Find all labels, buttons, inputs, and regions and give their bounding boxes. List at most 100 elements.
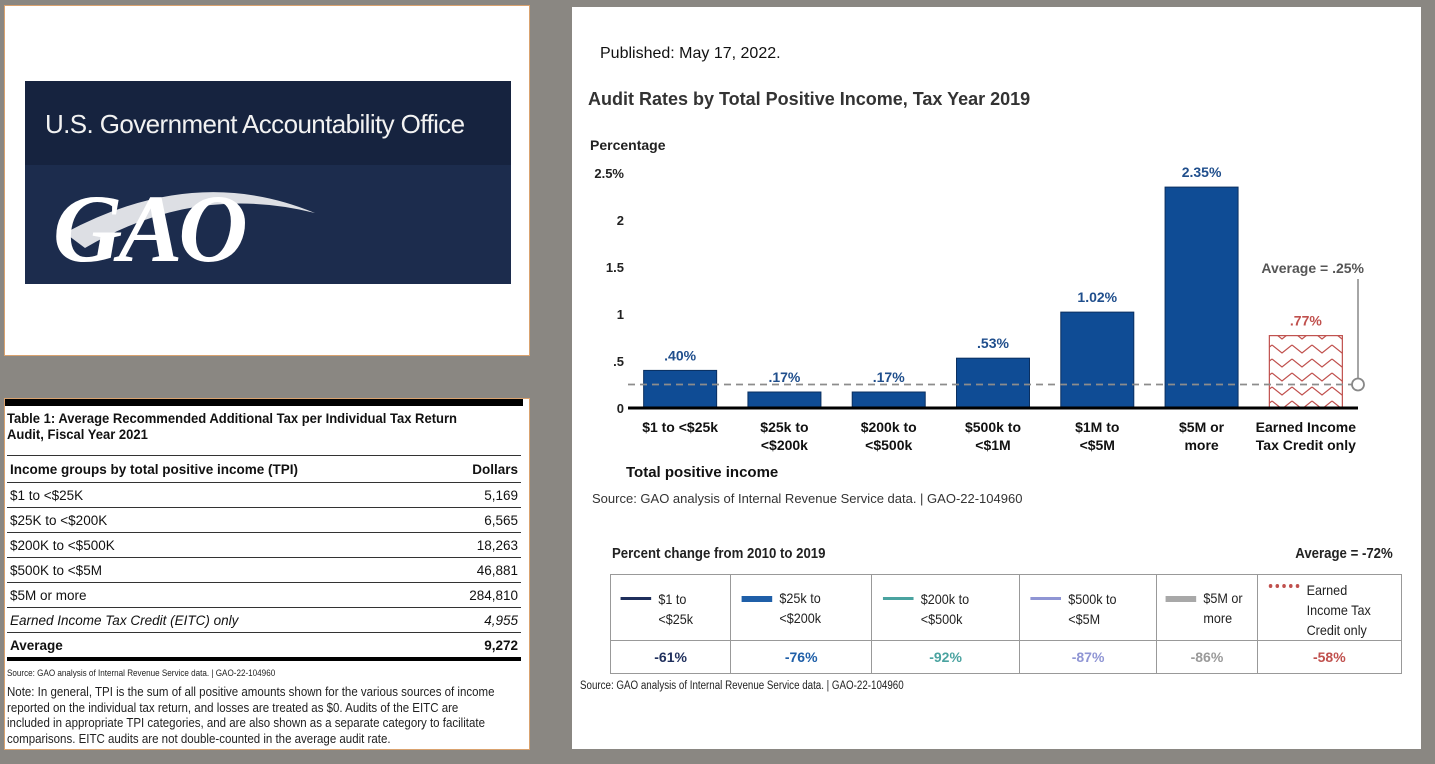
bar-data-label: .17% [768,369,800,385]
legend-label: $200k to <$500k [920,590,970,627]
percent-change-title: Percent change from 2010 to 2019 [612,545,826,562]
legend-label: $1 to <$25k [658,590,694,627]
legend-cell: $25k to <$200k [730,574,873,641]
bar-data-label: 2.35% [1182,164,1222,180]
legend-entry: $5M or more [1165,588,1248,628]
table-row: $5M or more 284,810 [7,582,521,608]
gao-logo: U.S. Government Accountability Office GA… [25,81,511,284]
header-dollars: Dollars [440,455,521,483]
legend-swatch-icon [1268,584,1300,588]
row-dollars: 6,565 [440,507,521,533]
row-group: $5M or more [7,582,441,608]
audit-rate-chart: Percentage 0 .5 1 1.5 2 2.5% .40% $1 to <$25k .17… [590,137,1365,481]
table-source: Source: GAO analysis of Internal Revenue… [7,668,276,678]
bar [956,357,1030,409]
legend-cell: $5M or more [1156,574,1258,641]
legend-cell: $500k to <$5M [1018,574,1158,641]
chart-title: Audit Rates by Total Positive Income, Ta… [588,89,1031,109]
bar [851,391,926,409]
logo-top-band [25,81,511,165]
bar-data-label: .53% [977,335,1009,351]
bar-data-label: .77% [1290,313,1322,329]
row-dollars: 5,169 [440,482,521,508]
x-tick-label: <$500k [865,437,912,453]
legend-entry: $1 to <$25k [620,589,721,629]
percent-change-value: -76% [730,640,873,674]
x-axis-label: Total positive income [626,464,778,481]
row-group: $25K to <$200K [7,507,441,533]
table-header-row: Income groups by total positive income (… [7,455,521,483]
legend-label: $25k to <$200k [779,589,822,626]
percent-change-source: Source: GAO analysis of Internal Revenue… [580,680,904,692]
x-tick-label: $1 to <$25k [642,419,718,435]
bar-data-label: .17% [873,369,905,385]
x-tick-label: more [1184,437,1218,453]
gao-logo-panel: U.S. Government Accountability Office GA… [4,5,530,356]
header-income-group: Income groups by total positive income (… [7,455,441,483]
percent-change-value: -61% [609,640,732,674]
x-tick-label: $25k to [760,419,808,435]
x-tick-label: <$1M [975,437,1010,453]
percent-change-value: -87% [1018,640,1158,674]
x-tick-label: Tax Credit only [1256,437,1356,453]
average-marker [1351,377,1365,392]
legend-entry: Earned Income Tax Credit only [1268,580,1390,640]
chart-panel: Published: May 17, 2022. Audit Rates by … [572,7,1421,749]
row-dollars: 284,810 [440,582,521,608]
percent-change-value: -92% [871,640,1020,674]
bar-data-label: .40% [664,347,696,363]
x-tick-label: Earned Income [1256,419,1357,435]
y-tick-label: 1 [617,307,624,322]
x-tick-label: $200k to [861,419,917,435]
legend-cell: Earned Income Tax Credit only [1256,574,1403,641]
percent-change-value: -58% [1256,640,1403,674]
y-tick-label: 1.5 [606,260,624,275]
legend-entry: $500k to <$5M [1030,589,1145,629]
bar [1060,311,1135,409]
swoosh-icon [65,192,315,248]
legend-entry: $25k to <$200k [741,588,861,628]
x-tick-label: <$200k [761,437,808,453]
percent-change-average: Average = -72% [1295,545,1393,562]
table-row: $1 to <$25K 5,169 [7,482,521,508]
row-group: $200K to <$500K [7,532,441,558]
row-group: $1 to <$25K [7,482,441,508]
table-row: $500K to <$5M 46,881 [7,557,521,583]
percent-change-value-row: -61% -76% -92% -87% -86% -58% [609,640,1403,674]
table-top-rule [5,399,523,406]
table-row: $200K to <$500K 18,263 [7,532,521,558]
table1-panel: Table 1: Average Recommended Additional … [4,398,530,750]
audit-tax-table: Income groups by total positive income (… [7,455,521,661]
row-dollars: 4,955 [440,607,521,633]
bar [747,391,822,409]
percent-change-value: -86% [1156,640,1258,674]
legend-entry: $200k to <$500k [883,589,1008,629]
chart-source: Source: GAO analysis of Internal Revenue… [592,491,1023,506]
y-tick-label: .5 [613,354,624,369]
row-group: $500K to <$5M [7,557,441,583]
bar [1164,186,1239,409]
org-name: U.S. Government Accountability Office [45,109,465,139]
table-average-row: Average 9,272 [7,632,521,661]
table-title: Table 1: Average Recommended Additional … [7,410,458,442]
legend-swatch-icon [620,596,652,600]
published-date: Published: May 17, 2022. [600,45,781,62]
y-tick-label: 0 [617,401,624,416]
row-group: Earned Income Tax Credit (EITC) only [7,607,441,633]
x-tick-label: <$5M [1080,437,1115,453]
bar-eitc [1268,335,1343,409]
legend-swatch-icon [1165,595,1197,602]
average-label: Average = .25% [1261,260,1364,276]
percent-change-legend-row: $1 to <$25k $25k to <$200k $200k to <$500k… [609,574,1403,641]
legend-swatch-icon [1030,596,1061,600]
table-note: Note: In general, TPI is the sum of all … [7,685,495,746]
y-tick-label: 2 [617,213,624,228]
row-dollars: 46,881 [440,557,521,583]
legend-label: Earned Income Tax Credit only [1306,582,1371,638]
x-tick-label: $5M or [1179,419,1225,435]
legend-cell: $1 to <$25k [609,574,732,641]
bar-data-label: 1.02% [1077,289,1117,305]
y-tick-label: 2.5% [594,166,624,181]
y-axis-label: Percentage [590,137,666,153]
bar [643,369,718,409]
